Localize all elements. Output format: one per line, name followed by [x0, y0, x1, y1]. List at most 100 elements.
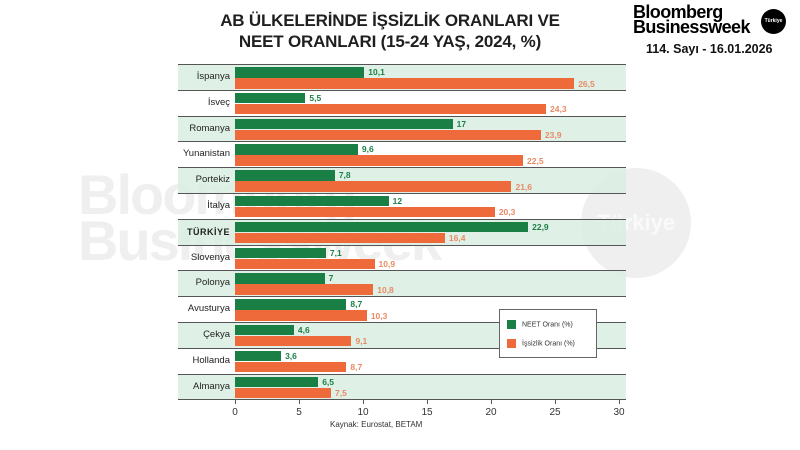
neet-bar — [235, 144, 358, 155]
unemployment-value-label: 26,5 — [578, 78, 595, 89]
neet-bar — [235, 195, 389, 207]
x-tick — [299, 400, 300, 404]
issue-info: 114. Sayı - 16.01.2026 — [646, 42, 773, 56]
unemployment-value-label: 10,8 — [377, 284, 394, 295]
chart-title: AB ÜLKELERİNDE İŞSİZLİK ORANLARI VE NEET… — [180, 10, 600, 52]
brand-line2: Businessweek — [633, 17, 750, 37]
brand-badge-icon: Türkiye — [761, 9, 786, 34]
unemployment-bar — [235, 387, 331, 399]
x-tick-label: 5 — [296, 407, 302, 418]
neet-bar — [235, 324, 294, 336]
chart-row: Slovenya 7,1 10,9 — [178, 244, 626, 271]
legend-item-unemployment: İşsizlik Oranı (%) — [507, 339, 575, 348]
neet-bar — [235, 170, 335, 181]
neet-value-label: 22,9 — [532, 221, 549, 232]
x-tick-label: 0 — [232, 407, 238, 418]
unemployment-bar — [235, 181, 512, 192]
chart-row: Portekiz 7,8 21,6 — [178, 167, 626, 193]
unemployment-value-label: 21,6 — [515, 181, 533, 192]
chart-row: Romanya 17 23,9 — [178, 115, 626, 142]
bar-chart-plot: İspanya 10,1 26,5 İsveç 5,5 24,3 Romanya 17 23,9… — [178, 64, 626, 401]
chart-row: Avusturya 8,7 10,3 — [178, 296, 626, 322]
neet-bar — [235, 376, 319, 388]
x-tick-label: 20 — [485, 407, 497, 418]
chart-row: Almanya 6,5 7,5 — [178, 373, 626, 401]
unemployment-bar — [235, 284, 374, 295]
neet-bar — [235, 350, 282, 362]
x-tick-label: 10 — [357, 407, 369, 418]
category-label: İsveç — [207, 96, 230, 108]
chart-title-line1: AB ÜLKELERİNDE İŞSİZLİK ORANLARI VE — [220, 11, 560, 30]
neet-value-label: 4,6 — [297, 324, 310, 335]
neet-value-label: 8,7 — [350, 299, 363, 310]
category-label: Hollanda — [192, 354, 231, 366]
neet-bar — [235, 118, 453, 130]
unemployment-swatch-icon — [507, 339, 516, 348]
unemployment-bar — [235, 155, 523, 166]
unemployment-value-label: 20,3 — [498, 207, 516, 218]
legend-item-neet: NEET Oranı (%) — [507, 320, 573, 329]
unemployment-value-label: 7,5 — [335, 388, 347, 399]
x-tick-label: 30 — [613, 407, 625, 418]
neet-value-label: 12 — [392, 195, 403, 206]
unemployment-bar — [235, 103, 547, 115]
chart-row: Yunanistan 9,6 22,5 — [178, 141, 626, 167]
legend-label-unemployment: İşsizlik Oranı (%) — [522, 340, 575, 348]
category-label: Slovenya — [190, 251, 230, 263]
unemployment-bar — [235, 310, 367, 321]
unemployment-bar — [235, 361, 347, 373]
neet-value-label: 10,1 — [368, 67, 385, 77]
brand-line1: Bloomberg — [633, 2, 723, 22]
chart-row: İspanya 10,1 26,5 — [178, 64, 626, 90]
unemployment-value-label: 22,5 — [527, 155, 544, 166]
category-label: Romanya — [189, 122, 230, 134]
x-tick — [491, 400, 492, 404]
category-label: İtalya — [207, 199, 230, 211]
category-label: TÜRKİYE — [186, 226, 230, 237]
neet-value-label: 6,5 — [322, 376, 335, 387]
chart-row: İtalya 12 20,3 — [178, 192, 626, 219]
unemployment-bar — [235, 258, 375, 270]
neet-value-label: 17 — [456, 118, 467, 129]
unemployment-value-label: 16,4 — [448, 233, 466, 244]
category-label: Çekya — [203, 328, 230, 340]
category-label: Portekiz — [195, 174, 230, 186]
x-tick — [555, 400, 556, 404]
neet-value-label: 7 — [328, 273, 334, 284]
unemployment-value-label: 24,3 — [550, 104, 567, 115]
chart-row: TÜRKİYE 22,9 16,4 — [178, 218, 626, 245]
neet-value-label: 7,8 — [338, 170, 351, 181]
x-tick-label: 15 — [421, 407, 433, 418]
x-tick — [363, 400, 364, 404]
unemployment-value-label: 10,3 — [370, 310, 388, 321]
neet-bar — [235, 247, 326, 259]
neet-value-label: 7,1 — [329, 247, 342, 258]
source-note: Kaynak: Eurostat, BETAM — [330, 420, 423, 429]
neet-swatch-icon — [507, 320, 516, 329]
category-label: Almanya — [193, 380, 230, 392]
unemployment-bar — [235, 129, 541, 141]
chart-row: Polonya 7 10,8 — [178, 270, 626, 297]
x-axis: 0 5 10 15 20 25 30 — [178, 400, 626, 430]
category-label: İspanya — [196, 71, 230, 82]
chart-title-line2: NEET ORANLARI (15-24 YAŞ, 2024, %) — [238, 32, 542, 51]
neet-value-label: 3,6 — [285, 350, 297, 361]
x-tick — [619, 400, 620, 404]
chart-row: İsveç 5,5 24,3 — [178, 89, 626, 116]
neet-bar — [235, 92, 306, 104]
unemployment-value-label: 10,9 — [378, 259, 396, 270]
x-tick — [235, 400, 236, 404]
category-label: Avusturya — [187, 303, 230, 315]
brand-logo: Bloomberg Businessweek Türkiye — [633, 2, 798, 37]
unemployment-value-label: 8,7 — [350, 362, 363, 373]
neet-bar — [235, 221, 529, 233]
unemployment-value-label: 9,1 — [355, 336, 368, 347]
unemployment-bar — [235, 335, 352, 347]
x-tick-label: 25 — [549, 407, 561, 418]
unemployment-bar — [235, 78, 575, 89]
unemployment-value-label: 23,9 — [544, 130, 562, 141]
unemployment-bar — [235, 206, 495, 218]
neet-bar — [235, 299, 347, 310]
category-label: Polonya — [195, 277, 230, 289]
neet-bar — [235, 273, 325, 284]
